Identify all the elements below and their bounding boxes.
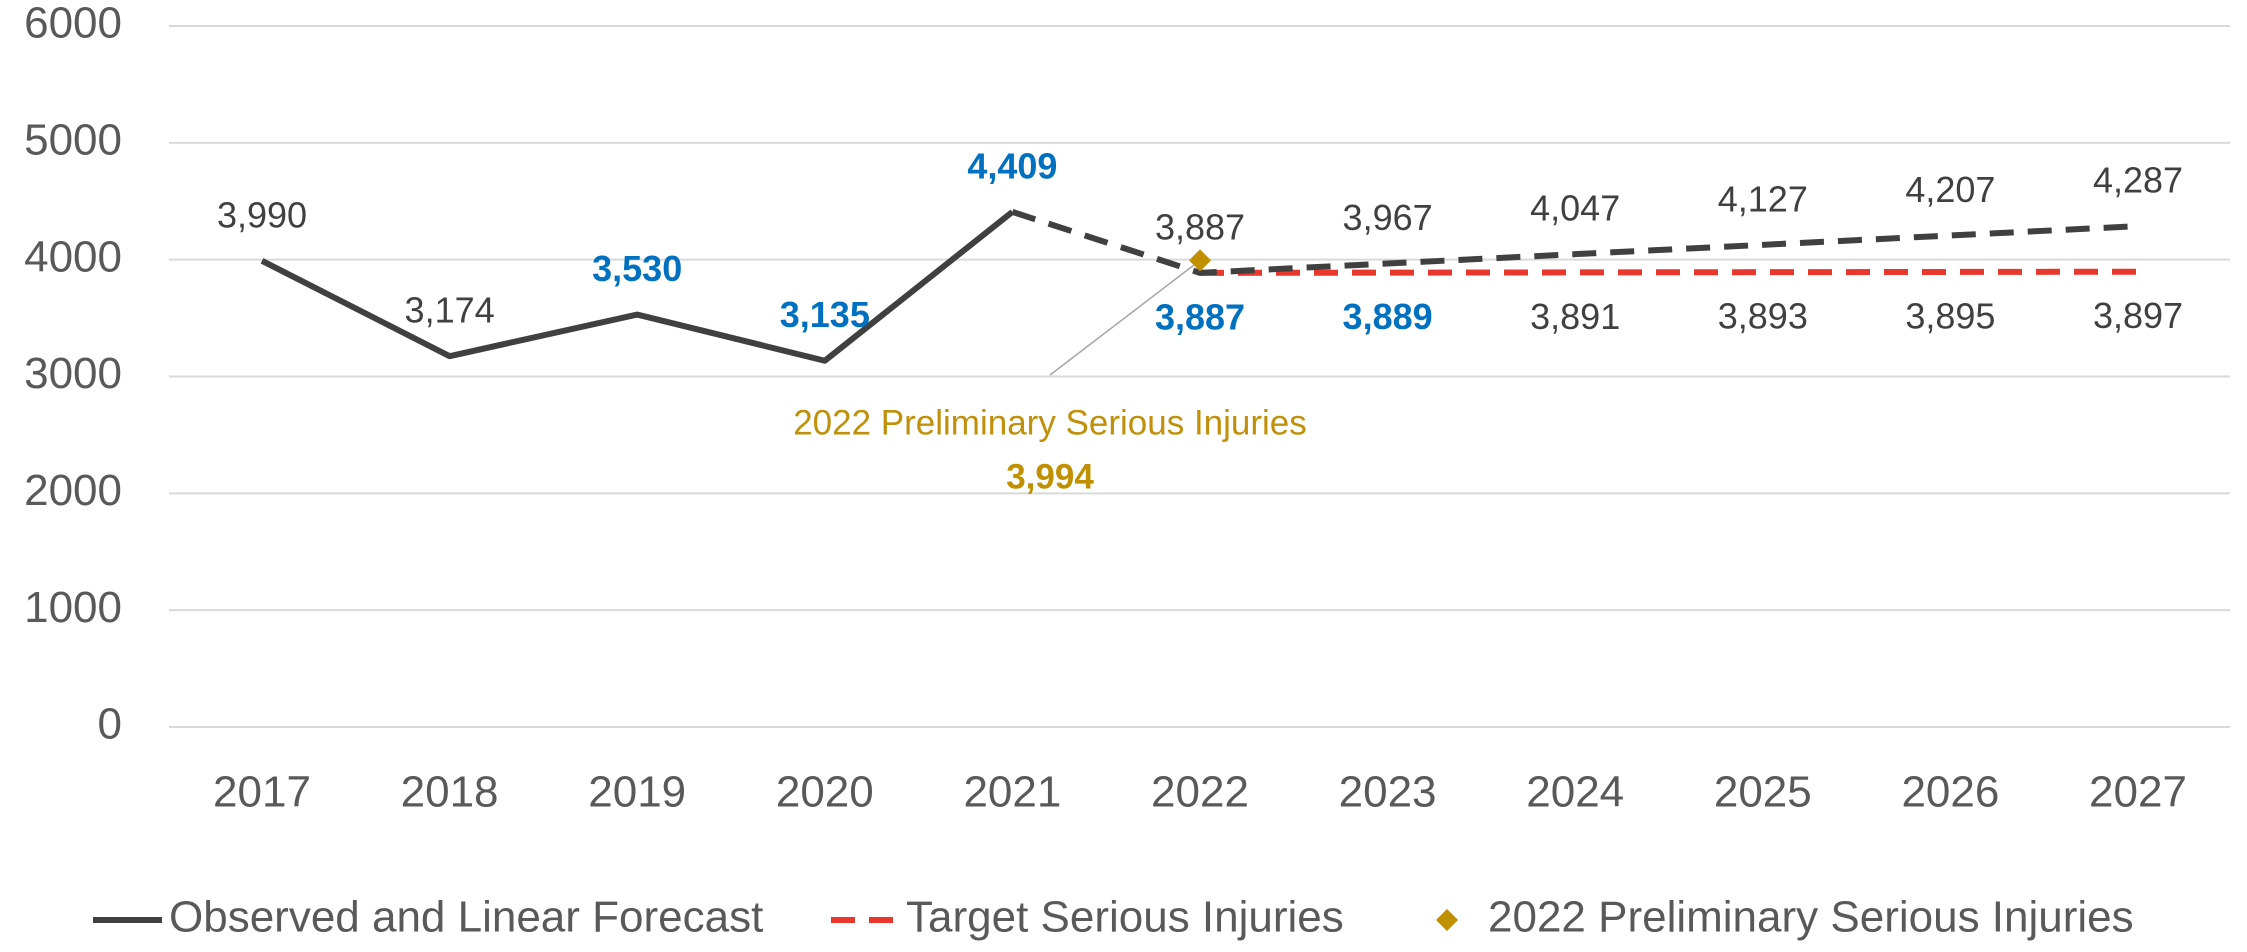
- data-label: 4,127: [1718, 178, 1808, 219]
- x-tick-label: 2018: [401, 768, 499, 817]
- legend-label: 2022 Preliminary Serious Injuries: [1488, 893, 2134, 942]
- x-tick-label: 2019: [588, 768, 686, 817]
- data-label: 3,990: [217, 194, 307, 235]
- data-label: 3,135: [780, 294, 870, 335]
- annotation-leader: [1049, 259, 1201, 376]
- series-line: [260, 209, 1015, 364]
- data-label: 3,891: [1530, 296, 1620, 337]
- legend-label: Target Serious Injuries: [906, 893, 1344, 942]
- data-label: 3,967: [1343, 197, 1433, 238]
- data-label: 3,895: [1905, 295, 1995, 336]
- data-label: 3,887: [1155, 296, 1245, 337]
- y-tick-label: 5000: [24, 115, 122, 164]
- series-line-dashed: [1199, 268, 2139, 276]
- x-tick-label: 2017: [213, 768, 311, 817]
- y-tick-label: 4000: [24, 232, 122, 281]
- x-tick-label: 2020: [776, 768, 874, 817]
- marker: [1189, 249, 1211, 272]
- data-label: 4,207: [1905, 169, 1995, 210]
- legend-marker: [1436, 909, 1458, 931]
- x-tick-label: 2021: [963, 768, 1061, 817]
- x-tick-label: 2026: [1901, 768, 1999, 817]
- data-label: 4,409: [967, 145, 1057, 186]
- y-tick-label: 3000: [24, 349, 122, 398]
- y-tick-label: 1000: [24, 583, 122, 632]
- y-tick-label: 6000: [24, 0, 122, 48]
- x-tick-label: 2022: [1151, 768, 1249, 817]
- y-tick-label: 0: [98, 700, 122, 749]
- x-tick-label: 2023: [1339, 768, 1437, 817]
- x-tick-label: 2024: [1526, 768, 1624, 817]
- data-label: 3,889: [1343, 296, 1433, 337]
- legend-label: Observed and Linear Forecast: [169, 893, 763, 942]
- annotation: 2022 Preliminary Serious Injuries: [793, 403, 1307, 442]
- series-line-dashed: [1011, 209, 2139, 276]
- data-label: 3,994: [1006, 457, 1094, 496]
- data-label: 4,287: [2093, 160, 2183, 201]
- data-label: 3,174: [405, 290, 495, 331]
- x-tick-label: 2027: [2089, 768, 2187, 817]
- data-label: 3,897: [2093, 295, 2183, 336]
- data-label: 3,893: [1718, 296, 1808, 337]
- y-tick-label: 2000: [24, 466, 122, 515]
- data-label: 3,530: [592, 248, 682, 289]
- data-label: 4,047: [1530, 188, 1620, 229]
- data-label: 3,887: [1155, 206, 1245, 247]
- x-tick-label: 2025: [1714, 768, 1812, 817]
